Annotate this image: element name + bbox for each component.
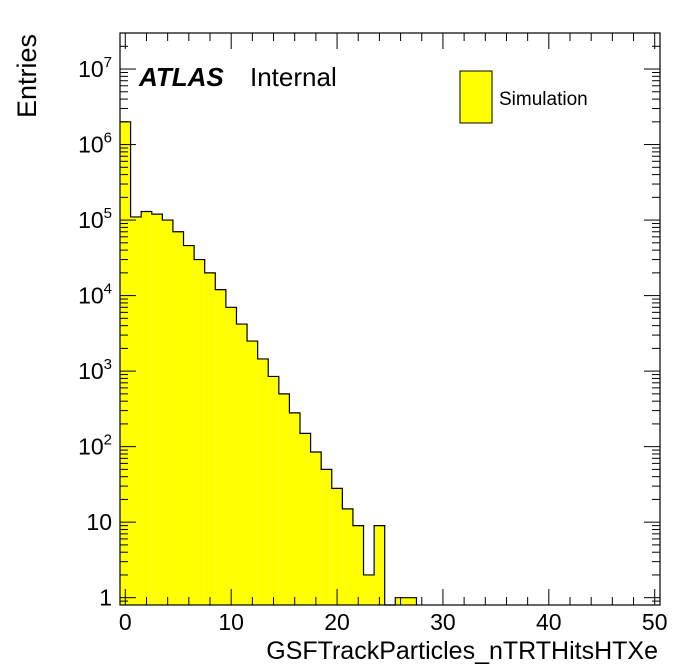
y-tick-label: 1 <box>99 585 112 611</box>
atlas-label-internal: Internal <box>250 62 337 92</box>
plot-frame <box>119 32 661 606</box>
histogram-bin <box>215 289 226 605</box>
x-tick-label: 50 <box>642 609 668 635</box>
histogram-bin <box>300 433 311 605</box>
axis-ticks <box>120 32 660 606</box>
histogram-bin <box>120 121 131 606</box>
y-tick-label: 107 <box>78 54 112 82</box>
y-tick-label: 105 <box>78 205 112 233</box>
histogram-bin <box>225 307 237 605</box>
histogram-bin <box>130 216 142 606</box>
y-tick-label: 10 <box>86 509 112 535</box>
y-tick-label: 102 <box>78 432 112 460</box>
y-tick-label: 104 <box>78 281 112 309</box>
atlas-label-bold: ATLAS <box>138 62 224 92</box>
y-tick-label: 106 <box>78 130 112 158</box>
histogram-bin <box>352 525 364 605</box>
y-axis-title: Entries <box>12 34 42 118</box>
histogram-bars <box>120 121 418 606</box>
x-tick-label: 0 <box>119 609 132 635</box>
histogram-bin <box>342 508 353 605</box>
histogram-bin <box>321 469 332 605</box>
histogram-bin <box>289 412 300 605</box>
histogram-bin <box>162 220 173 605</box>
legend-label: Simulation <box>499 89 588 110</box>
legend-swatch <box>459 70 493 124</box>
y-tick-label: 103 <box>78 356 112 384</box>
x-tick-label: 40 <box>536 609 562 635</box>
histogram-bin <box>194 259 205 605</box>
histogram-bin <box>172 231 184 606</box>
histogram-bin <box>405 597 417 605</box>
histogram-bin <box>268 376 279 605</box>
histogram-bin <box>141 211 152 606</box>
legend: Simulation <box>459 70 588 124</box>
histogram-bin <box>331 488 343 605</box>
tick-labels: 0 10 20 30 40 50 1 10 102 103 104 105 106 107 <box>78 54 667 635</box>
histogram-bin <box>247 341 258 605</box>
x-tick-label: 30 <box>430 609 456 635</box>
histogram-bin <box>151 214 163 605</box>
histogram-bin <box>374 525 385 605</box>
histogram-outline <box>120 121 418 606</box>
histogram-bin <box>257 358 269 605</box>
histogram-bin <box>278 393 290 605</box>
histogram-bin <box>363 574 375 605</box>
histogram-bin <box>204 272 216 605</box>
atlas-label: ATLAS Internal <box>138 62 337 92</box>
x-tick-label: 20 <box>324 609 350 635</box>
x-tick-label: 10 <box>218 609 244 635</box>
x-axis-title: GSFTrackParticles_nTRTHitsHTXe <box>266 637 658 665</box>
histogram-bin <box>183 245 195 605</box>
histogram-bin <box>310 451 322 605</box>
histogram-bin <box>236 324 248 605</box>
